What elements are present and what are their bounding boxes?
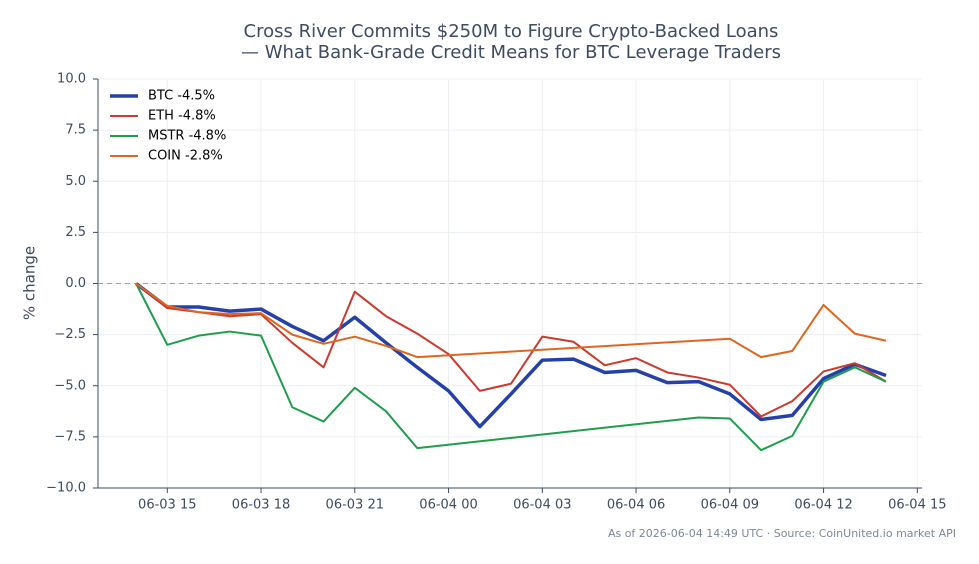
legend-label: ETH -4.8% — [148, 109, 216, 124]
x-tick-label: 06-04 03 — [513, 498, 571, 513]
y-tick-label: 0.0 — [65, 276, 86, 291]
chart-title: Cross River Commits $250M to Figure Cryp… — [244, 21, 779, 42]
y-tick-label: −5.0 — [54, 378, 86, 393]
y-tick-label: −7.5 — [54, 429, 86, 444]
legend-label: BTC -4.5% — [148, 89, 215, 104]
x-tick-label: 06-03 15 — [138, 498, 196, 513]
series-line — [134, 282, 887, 429]
x-tick-label: 06-04 15 — [888, 498, 946, 513]
x-tick-label: 06-04 00 — [419, 498, 477, 513]
legend-label: COIN -2.8% — [148, 149, 223, 164]
y-tick-label: −10.0 — [46, 481, 86, 496]
y-tick-label: 2.5 — [65, 225, 86, 240]
series-line — [135, 282, 887, 418]
x-tick-label: 06-03 21 — [326, 498, 384, 513]
footnote: As of 2026-06-04 14:49 UTC · Source: Coi… — [608, 527, 956, 540]
x-tick-label: 06-03 18 — [232, 498, 290, 513]
y-tick-label: 5.0 — [65, 174, 86, 189]
x-tick-label: 06-04 12 — [794, 498, 852, 513]
y-tick-label: 7.5 — [65, 123, 86, 138]
y-tick-label: −2.5 — [54, 327, 86, 342]
series-line — [135, 283, 887, 452]
x-tick-label: 06-04 06 — [607, 498, 665, 513]
legend-label: MSTR -4.8% — [148, 129, 226, 144]
chart-subtitle: — What Bank-Grade Credit Means for BTC L… — [241, 42, 781, 63]
y-tick-label: 10.0 — [57, 72, 86, 87]
x-tick-label: 06-04 09 — [701, 498, 759, 513]
y-axis-label: % change — [21, 246, 39, 320]
series-line — [135, 282, 887, 359]
